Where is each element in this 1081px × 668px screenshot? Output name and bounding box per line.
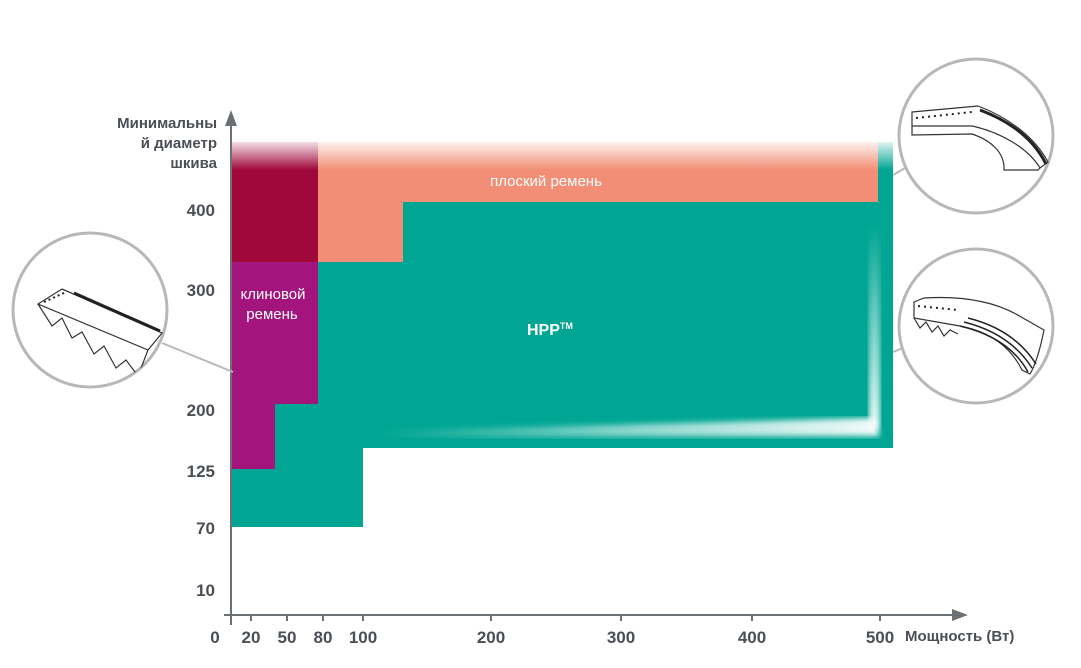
- x-axis-arrow: [952, 609, 968, 621]
- v-belt-connector: [161, 342, 234, 373]
- y-tick-125: 125: [187, 462, 215, 481]
- regions: [228, 138, 898, 527]
- v-belt-label-line2: ремень: [246, 306, 298, 323]
- y-axis-arrow: [225, 110, 237, 126]
- x-tick-300: 300: [607, 628, 635, 647]
- y-axis-title-line1: Минимальны: [117, 115, 217, 132]
- hpp-label: HPPTM: [527, 321, 573, 339]
- x-axis-title: Мощность (Вт): [905, 628, 1014, 645]
- flat-belt-label: плоский ремень: [490, 173, 602, 190]
- ribbed-belt-icon: [892, 247, 1055, 405]
- x-tick-100: 100: [349, 628, 377, 647]
- x-tick-marks: [250, 615, 881, 621]
- y-tick-300: 300: [187, 281, 215, 300]
- hpp-label-superscript: TM: [560, 321, 573, 331]
- hpp-glow-vertical: [869, 225, 880, 430]
- v-belt-icon: [11, 231, 234, 389]
- x-tick-0: 0: [210, 628, 219, 647]
- v-belt-label-line1: клиновой: [240, 286, 305, 303]
- x-tick-50: 50: [278, 628, 297, 647]
- flat-belt-connector: [892, 167, 906, 176]
- y-axis-title-line2: й диаметр: [141, 135, 217, 152]
- x-tick-200: 200: [477, 628, 505, 647]
- region-v-belt: [232, 262, 318, 469]
- x-tick-80: 80: [314, 628, 333, 647]
- hpp-glow-horizontal: [378, 418, 880, 437]
- top-fade: [228, 138, 898, 170]
- y-tick-200: 200: [187, 401, 215, 420]
- y-axis-title-line3: шкива: [170, 155, 217, 172]
- x-tick-500: 500: [866, 628, 894, 647]
- x-tick-20: 20: [242, 628, 261, 647]
- y-tick-400: 400: [187, 201, 215, 220]
- flat-belt-icon: [892, 57, 1055, 215]
- y-tick-70: 70: [196, 519, 215, 538]
- y-tick-10: 10: [196, 581, 215, 600]
- x-tick-400: 400: [738, 628, 766, 647]
